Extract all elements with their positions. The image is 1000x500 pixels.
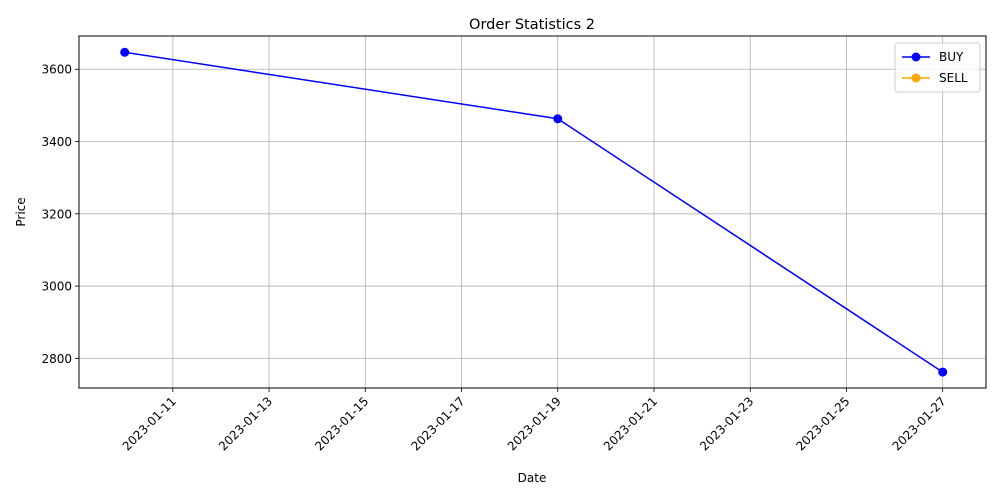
buy-data-point [553,114,563,124]
chart-title: Order Statistics 2 [469,17,595,33]
legend: BUY SELL [894,42,981,93]
y-tick-label: 3200 [41,207,72,221]
x-axis-label: Date [518,471,547,485]
y-tick-label: 3600 [41,63,72,77]
y-axis-label: Price [14,197,28,226]
y-tick-label: 3400 [41,135,72,149]
legend-sell-marker [911,73,921,83]
plot-area-frame [78,35,987,389]
legend-sell-label: SELL [939,71,968,85]
y-axis-ticks: 2800 3000 3200 3400 3600 [41,63,79,366]
series-layer [120,47,948,377]
buy-data-point [938,367,948,377]
legend-buy-label: BUY [939,50,964,64]
legend-buy-marker [911,52,921,62]
buy-data-point [120,47,130,57]
y-tick-label: 3000 [41,280,72,294]
y-tick-label: 2800 [41,352,72,366]
grid-lines [79,36,986,388]
